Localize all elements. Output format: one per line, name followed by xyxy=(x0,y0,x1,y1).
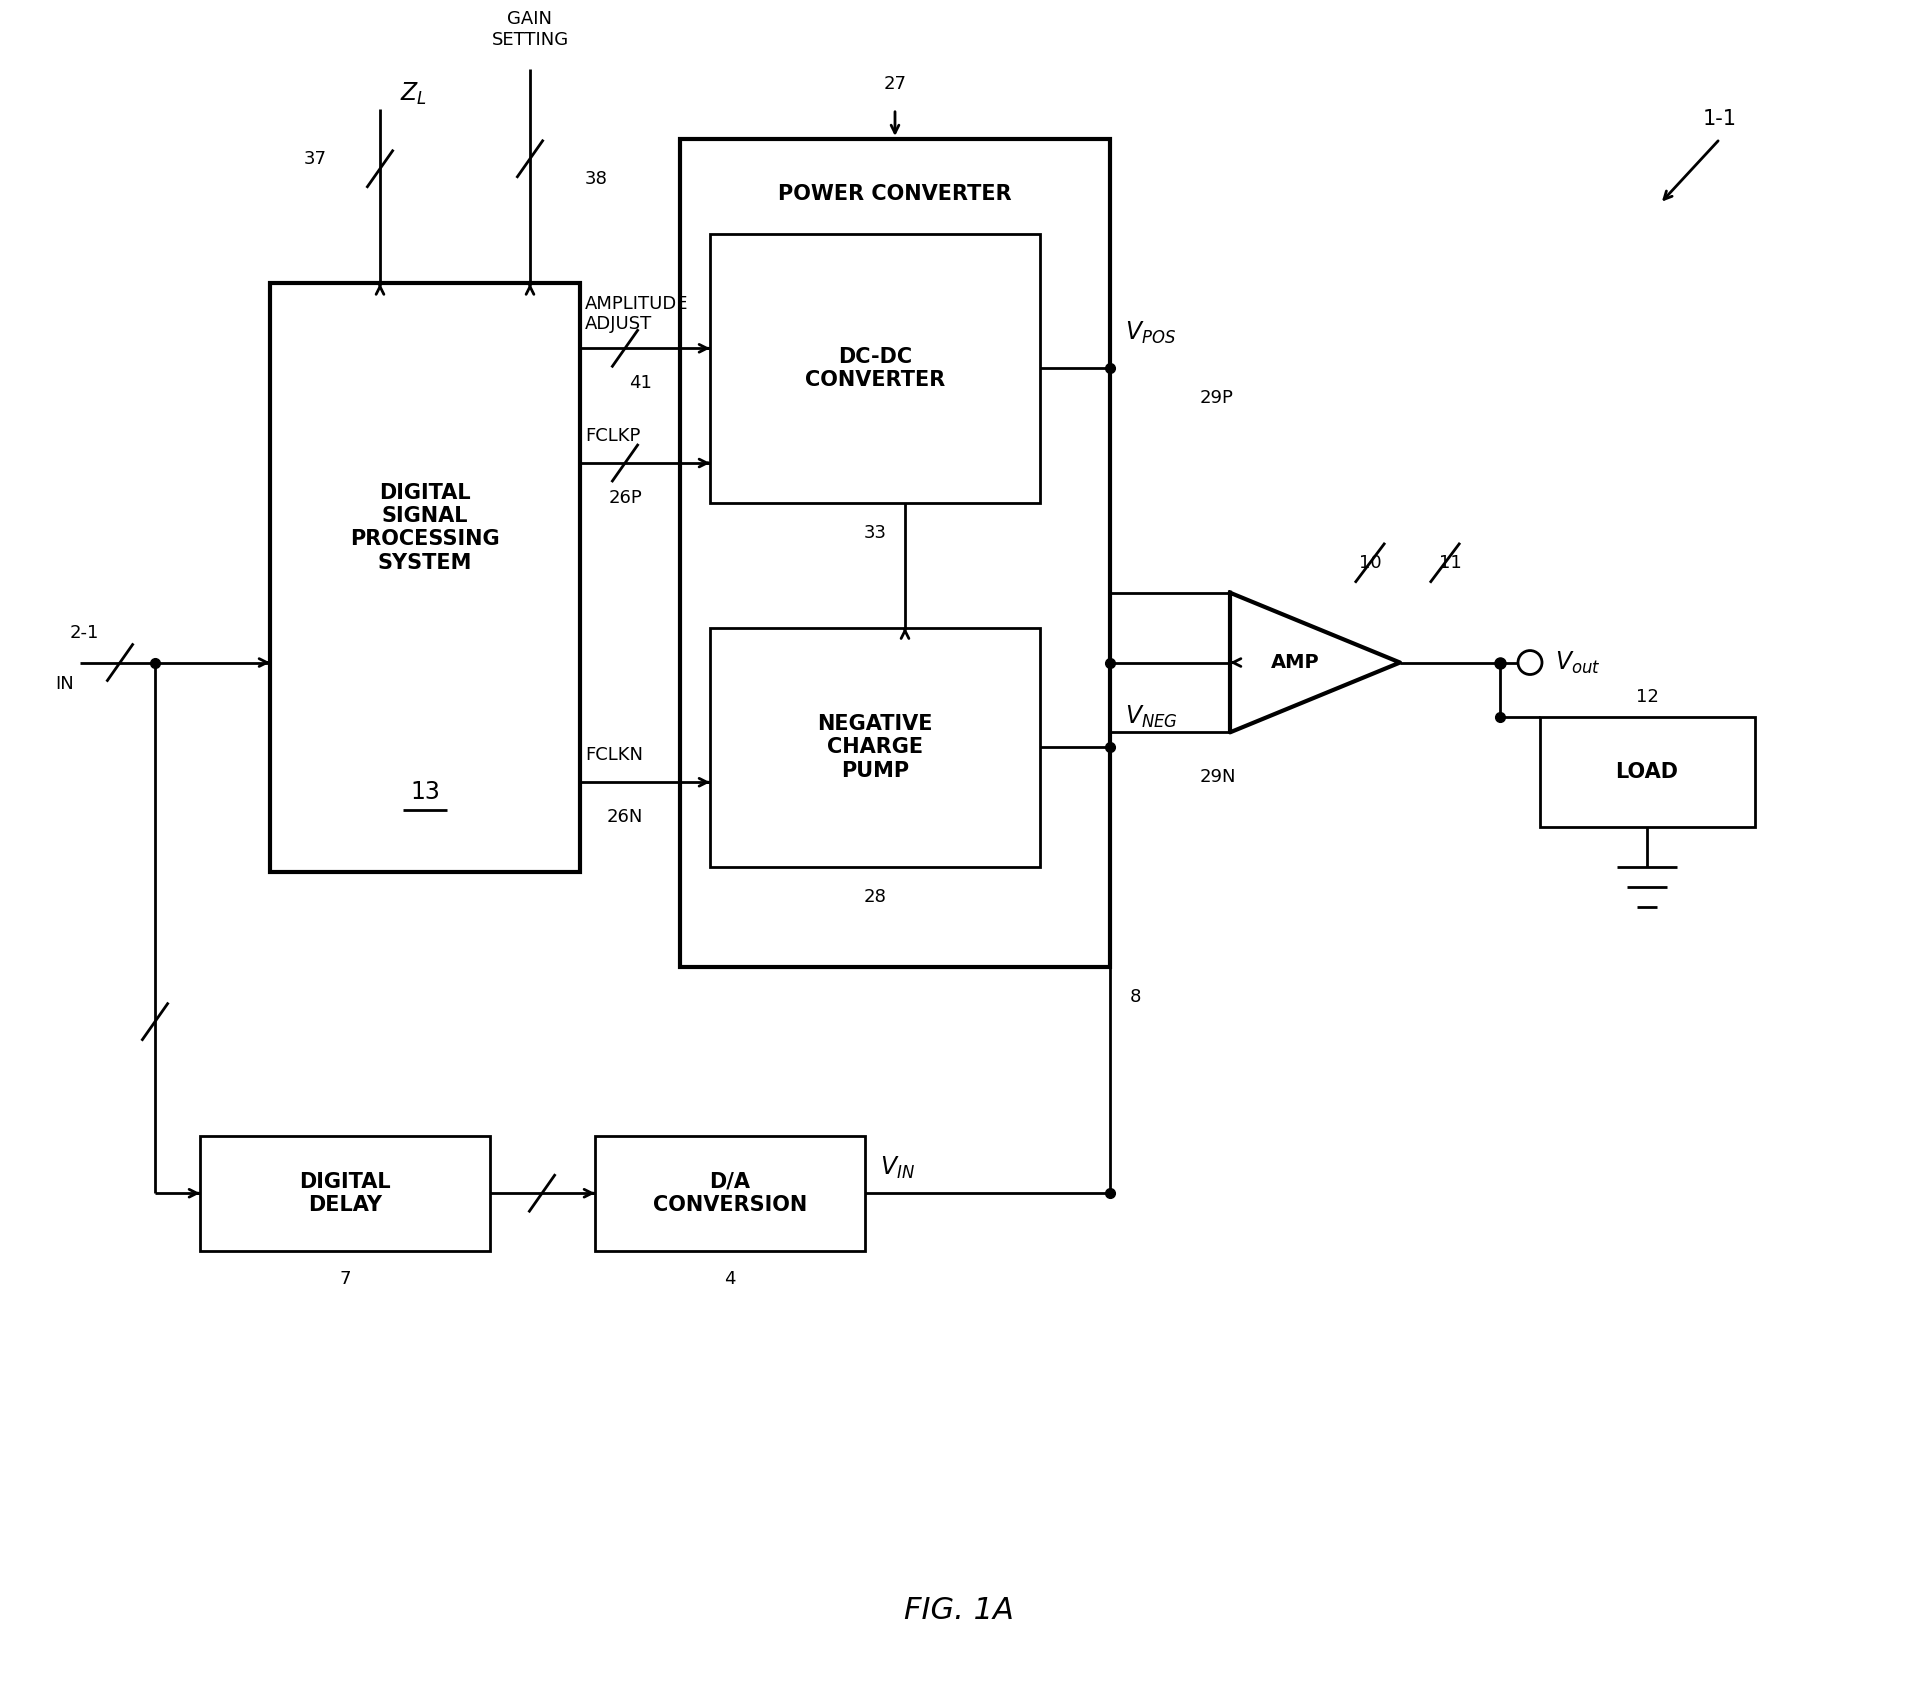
Text: AMP: AMP xyxy=(1272,653,1320,672)
Text: GAIN
SETTING: GAIN SETTING xyxy=(491,10,568,49)
Text: POWER CONVERTER: POWER CONVERTER xyxy=(779,184,1013,203)
Text: 26P: 26P xyxy=(608,489,643,508)
Text: FIG. 1A: FIG. 1A xyxy=(903,1596,1015,1624)
Text: 12: 12 xyxy=(1636,689,1659,707)
Text: $V_{POS}$: $V_{POS}$ xyxy=(1126,320,1176,347)
Text: IN: IN xyxy=(56,675,73,694)
Text: 38: 38 xyxy=(585,169,608,188)
Bar xyxy=(681,139,1111,966)
Text: 29N: 29N xyxy=(1201,768,1237,787)
Text: $V_{out}$: $V_{out}$ xyxy=(1555,650,1602,675)
Text: LOAD: LOAD xyxy=(1615,763,1678,782)
Bar xyxy=(710,233,1040,503)
Text: DC-DC
CONVERTER: DC-DC CONVERTER xyxy=(806,347,946,389)
Text: 33: 33 xyxy=(863,525,886,541)
Text: 27: 27 xyxy=(884,74,907,93)
Bar xyxy=(270,284,579,871)
Text: 2-1: 2-1 xyxy=(69,624,100,641)
Text: 28: 28 xyxy=(863,888,886,905)
Text: 11: 11 xyxy=(1438,553,1462,572)
Text: NEGATIVE
CHARGE
PUMP: NEGATIVE CHARGE PUMP xyxy=(817,714,932,780)
Bar xyxy=(595,1137,865,1250)
Text: 37: 37 xyxy=(303,151,326,168)
Text: 10: 10 xyxy=(1358,553,1381,572)
Text: $Z_L$: $Z_L$ xyxy=(401,81,428,107)
Text: $V_{IN}$: $V_{IN}$ xyxy=(880,1156,915,1181)
Text: FCLKP: FCLKP xyxy=(585,426,641,445)
Text: DIGITAL
DELAY: DIGITAL DELAY xyxy=(299,1171,391,1215)
Text: 41: 41 xyxy=(629,374,652,393)
Text: 13: 13 xyxy=(410,780,439,804)
Bar xyxy=(199,1137,489,1250)
Text: 29P: 29P xyxy=(1201,389,1233,408)
Text: 8: 8 xyxy=(1130,988,1141,1005)
Bar xyxy=(1540,717,1755,827)
Bar xyxy=(710,628,1040,866)
Text: 4: 4 xyxy=(725,1271,737,1288)
Text: 7: 7 xyxy=(339,1271,351,1288)
Text: AMPLITUDE
ADJUST: AMPLITUDE ADJUST xyxy=(585,294,689,333)
Text: 26N: 26N xyxy=(606,809,643,826)
Text: D/A
CONVERSION: D/A CONVERSION xyxy=(652,1171,807,1215)
Text: FCLKN: FCLKN xyxy=(585,746,643,765)
Text: 1-1: 1-1 xyxy=(1703,108,1738,129)
Text: $V_{NEG}$: $V_{NEG}$ xyxy=(1126,704,1178,731)
Text: DIGITAL
SIGNAL
PROCESSING
SYSTEM: DIGITAL SIGNAL PROCESSING SYSTEM xyxy=(351,482,501,572)
